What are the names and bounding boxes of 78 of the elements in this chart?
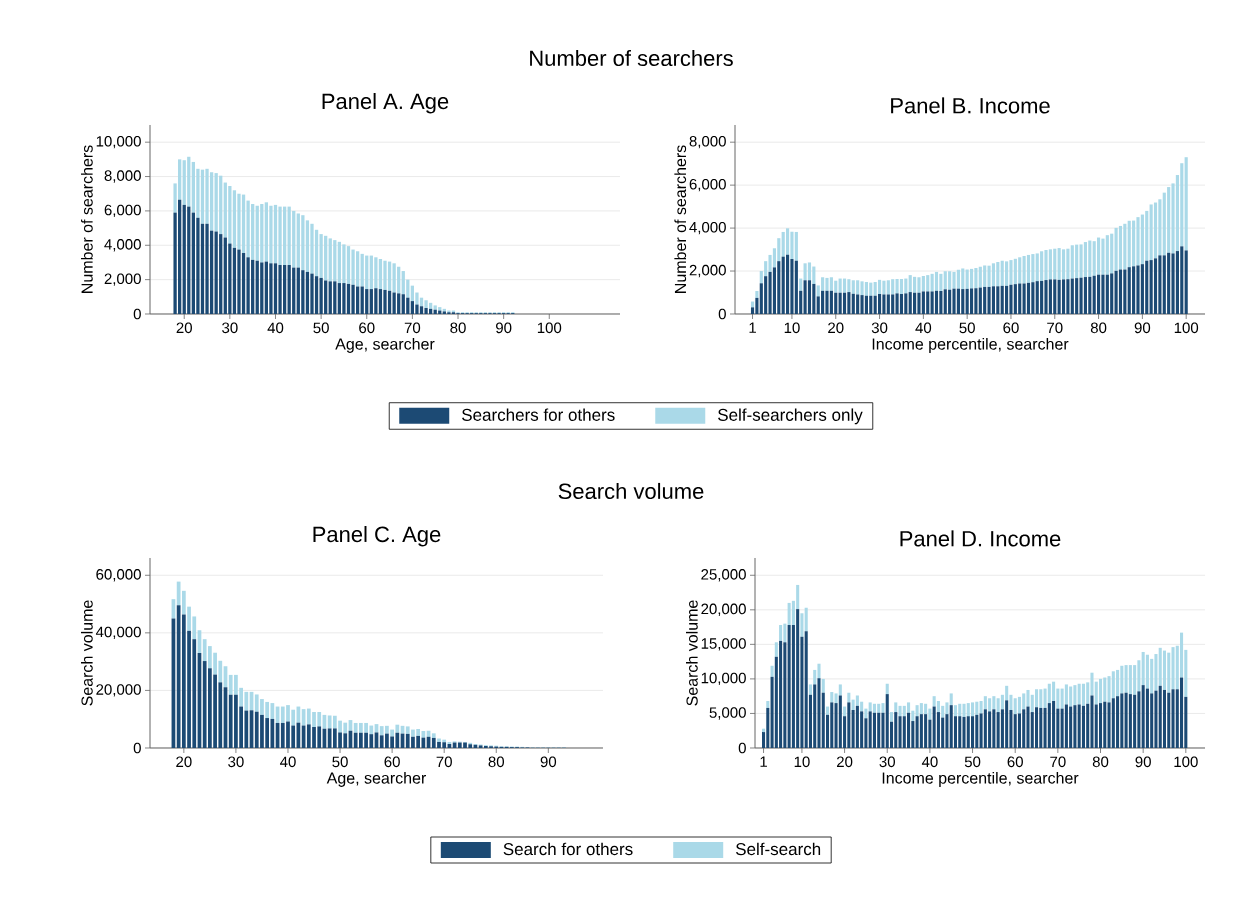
y-axis-title: Search volume — [686, 600, 698, 706]
y-axis-title: Number of searchers — [81, 145, 93, 293]
x-tick-label: 30 — [879, 756, 895, 768]
x-tick-label: 40 — [921, 756, 938, 768]
x-tick-label: 60 — [359, 322, 375, 334]
legend-label: Search for others — [503, 842, 633, 856]
y-axis-title: Number of searchers — [674, 145, 687, 293]
y-tick-label: 2,000 — [689, 264, 726, 278]
x-tick-label: 10 — [784, 322, 800, 334]
y-tick-label: 0 — [133, 308, 141, 320]
legend-label: Searchers for others — [462, 408, 615, 421]
x-tick-label: 1 — [760, 756, 767, 767]
x-tick-label: 80 — [1090, 322, 1107, 334]
chart-title: Panel A. Age — [322, 92, 449, 114]
y-tick-label: 10,000 — [701, 672, 746, 686]
x-tick-label: 40 — [279, 756, 296, 768]
x-tick-label: 70 — [1047, 322, 1063, 334]
y-axis-title: Search volume — [81, 600, 93, 706]
chart-title: Panel D. Income — [900, 530, 1061, 547]
x-tick-label: 50 — [964, 756, 981, 768]
y-tick-label: 40,000 — [95, 626, 141, 640]
chart-title: Panel C. Age — [313, 526, 441, 547]
x-tick-label: 20 — [828, 322, 844, 334]
x-tick-label: 10 — [794, 756, 810, 768]
x-axis-title: Income percentile, searcher — [882, 771, 1079, 787]
x-tick-label: 30 — [228, 756, 244, 768]
y-tick-label: 10,000 — [96, 135, 141, 149]
x-tick-label: 70 — [1050, 756, 1066, 768]
legend-label: Self-searchers only — [718, 408, 863, 425]
x-axis-title: Income percentile, searcher — [872, 337, 1069, 353]
x-tick-label: 30 — [222, 322, 238, 334]
x-tick-label: 50 — [332, 756, 348, 768]
y-tick-label: 15,000 — [701, 638, 746, 651]
text: Number of searchers — [530, 49, 733, 67]
x-axis-title: Age, searcher — [326, 771, 427, 787]
y-tick-label: 60,000 — [96, 569, 141, 582]
x-tick-label: 100 — [1174, 322, 1199, 334]
x-tick-label: 90 — [1135, 756, 1151, 768]
y-tick-label: 2,000 — [104, 273, 141, 286]
x-tick-label: 90 — [540, 756, 557, 768]
x-tick-label: 20 — [176, 756, 192, 768]
x-tick-label: 20 — [836, 756, 853, 768]
x-tick-label: 60 — [1007, 756, 1023, 768]
y-tick-label: 20,000 — [96, 684, 141, 697]
y-tick-label: 6,000 — [689, 178, 726, 192]
y-tick-label: 8,000 — [689, 135, 726, 149]
x-tick-label: 1 — [749, 322, 756, 333]
y-tick-label: 8,000 — [104, 170, 141, 183]
y-tick-label: 6,000 — [104, 204, 141, 218]
chart-title: Panel B. Income — [891, 97, 1050, 114]
x-tick-label: 70 — [404, 322, 421, 334]
text: Search volume — [558, 482, 704, 500]
legend-label: Self-search — [735, 842, 821, 856]
x-axis-title: Age, searcher — [335, 337, 435, 353]
x-tick-label: 40 — [267, 322, 284, 334]
x-tick-label: 40 — [915, 322, 932, 334]
x-tick-label: 90 — [496, 322, 512, 334]
x-tick-label: 50 — [313, 322, 329, 334]
x-tick-label: 70 — [436, 756, 452, 768]
x-tick-label: 90 — [1134, 322, 1151, 334]
x-tick-label: 20 — [176, 322, 192, 334]
y-tick-label: 0 — [718, 308, 726, 320]
y-tick-label: 4,000 — [689, 221, 726, 235]
x-tick-label: 60 — [1003, 322, 1019, 334]
x-tick-label: 60 — [384, 756, 400, 768]
x-tick-label: 50 — [959, 322, 975, 334]
y-tick-label: 4,000 — [104, 239, 141, 252]
y-tick-label: 5,000 — [709, 707, 746, 720]
x-tick-label: 80 — [488, 756, 504, 768]
x-tick-label: 100 — [1174, 756, 1198, 768]
x-tick-label: 100 — [537, 322, 562, 334]
x-tick-label: 80 — [450, 322, 466, 334]
y-tick-label: 0 — [133, 742, 141, 754]
y-tick-label: 0 — [738, 742, 746, 754]
y-tick-label: 25,000 — [701, 569, 746, 582]
x-tick-label: 30 — [871, 322, 888, 334]
x-tick-label: 80 — [1092, 756, 1109, 768]
y-tick-label: 20,000 — [701, 603, 746, 617]
